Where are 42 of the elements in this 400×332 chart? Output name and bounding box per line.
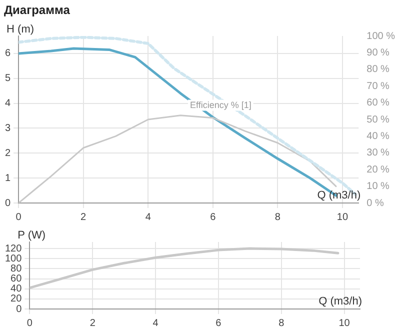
chart-title: Диаграмма <box>3 2 71 19</box>
x-tick-label: 0 <box>26 318 33 329</box>
y2-tick-label: 0 % <box>366 198 384 209</box>
y2-tick-label: 70 % <box>366 80 390 92</box>
y-tick-label: 1 <box>5 172 11 184</box>
y2-tick-label: 60 % <box>366 98 390 109</box>
y-tick-label: 0 <box>5 198 11 209</box>
y2-tick-label: 40 % <box>366 130 390 142</box>
y2-tick-label: 90 % <box>366 47 390 58</box>
y-tick-label: 3 <box>5 122 11 134</box>
y-tick-label: 120 <box>4 243 22 254</box>
y2-tick-label: 50 % <box>366 114 390 126</box>
y-tick-label: 6 <box>5 48 11 60</box>
y-tick-label: 0 <box>16 304 22 315</box>
y-tick-label: 20 <box>10 294 22 305</box>
y-tick-label: 2 <box>5 148 11 159</box>
x-tick-label: 10 <box>338 318 350 329</box>
x-tick-label: 2 <box>80 212 87 223</box>
y-tick-label: 40 <box>10 284 22 295</box>
x-tick-label: 6 <box>210 212 216 223</box>
y2-tick-label: 10 % <box>366 181 390 192</box>
x-axis-title: Q (m3/h) <box>317 190 361 202</box>
y-axis-title: P (W) <box>18 230 46 242</box>
y-tick-label: 100 <box>4 253 22 264</box>
annotation: Efficiency % [1] <box>190 100 252 110</box>
y2-tick-label: 20 % <box>366 164 390 176</box>
y-tick-label: 60 <box>10 274 22 285</box>
x-axis-title: Q (m3/h) <box>318 296 362 308</box>
y2-tick-label: 30 % <box>366 148 390 159</box>
y2-tick-label: 100 % <box>366 30 396 42</box>
x-tick-label: 6 <box>216 318 222 329</box>
y-tick-label: 4 <box>5 98 11 110</box>
x-tick-label: 4 <box>152 318 159 329</box>
x-tick-label: 4 <box>145 212 152 223</box>
y-tick-label: 5 <box>5 73 11 84</box>
x-tick-label: 10 <box>336 212 348 223</box>
x-tick-label: 2 <box>90 318 96 329</box>
y-tick-label: 80 <box>10 263 22 274</box>
x-tick-label: 8 <box>278 318 285 329</box>
y2-tick-label: 80 % <box>366 64 390 76</box>
y-axis-title: H (m) <box>6 24 34 36</box>
x-tick-label: 8 <box>274 212 281 223</box>
